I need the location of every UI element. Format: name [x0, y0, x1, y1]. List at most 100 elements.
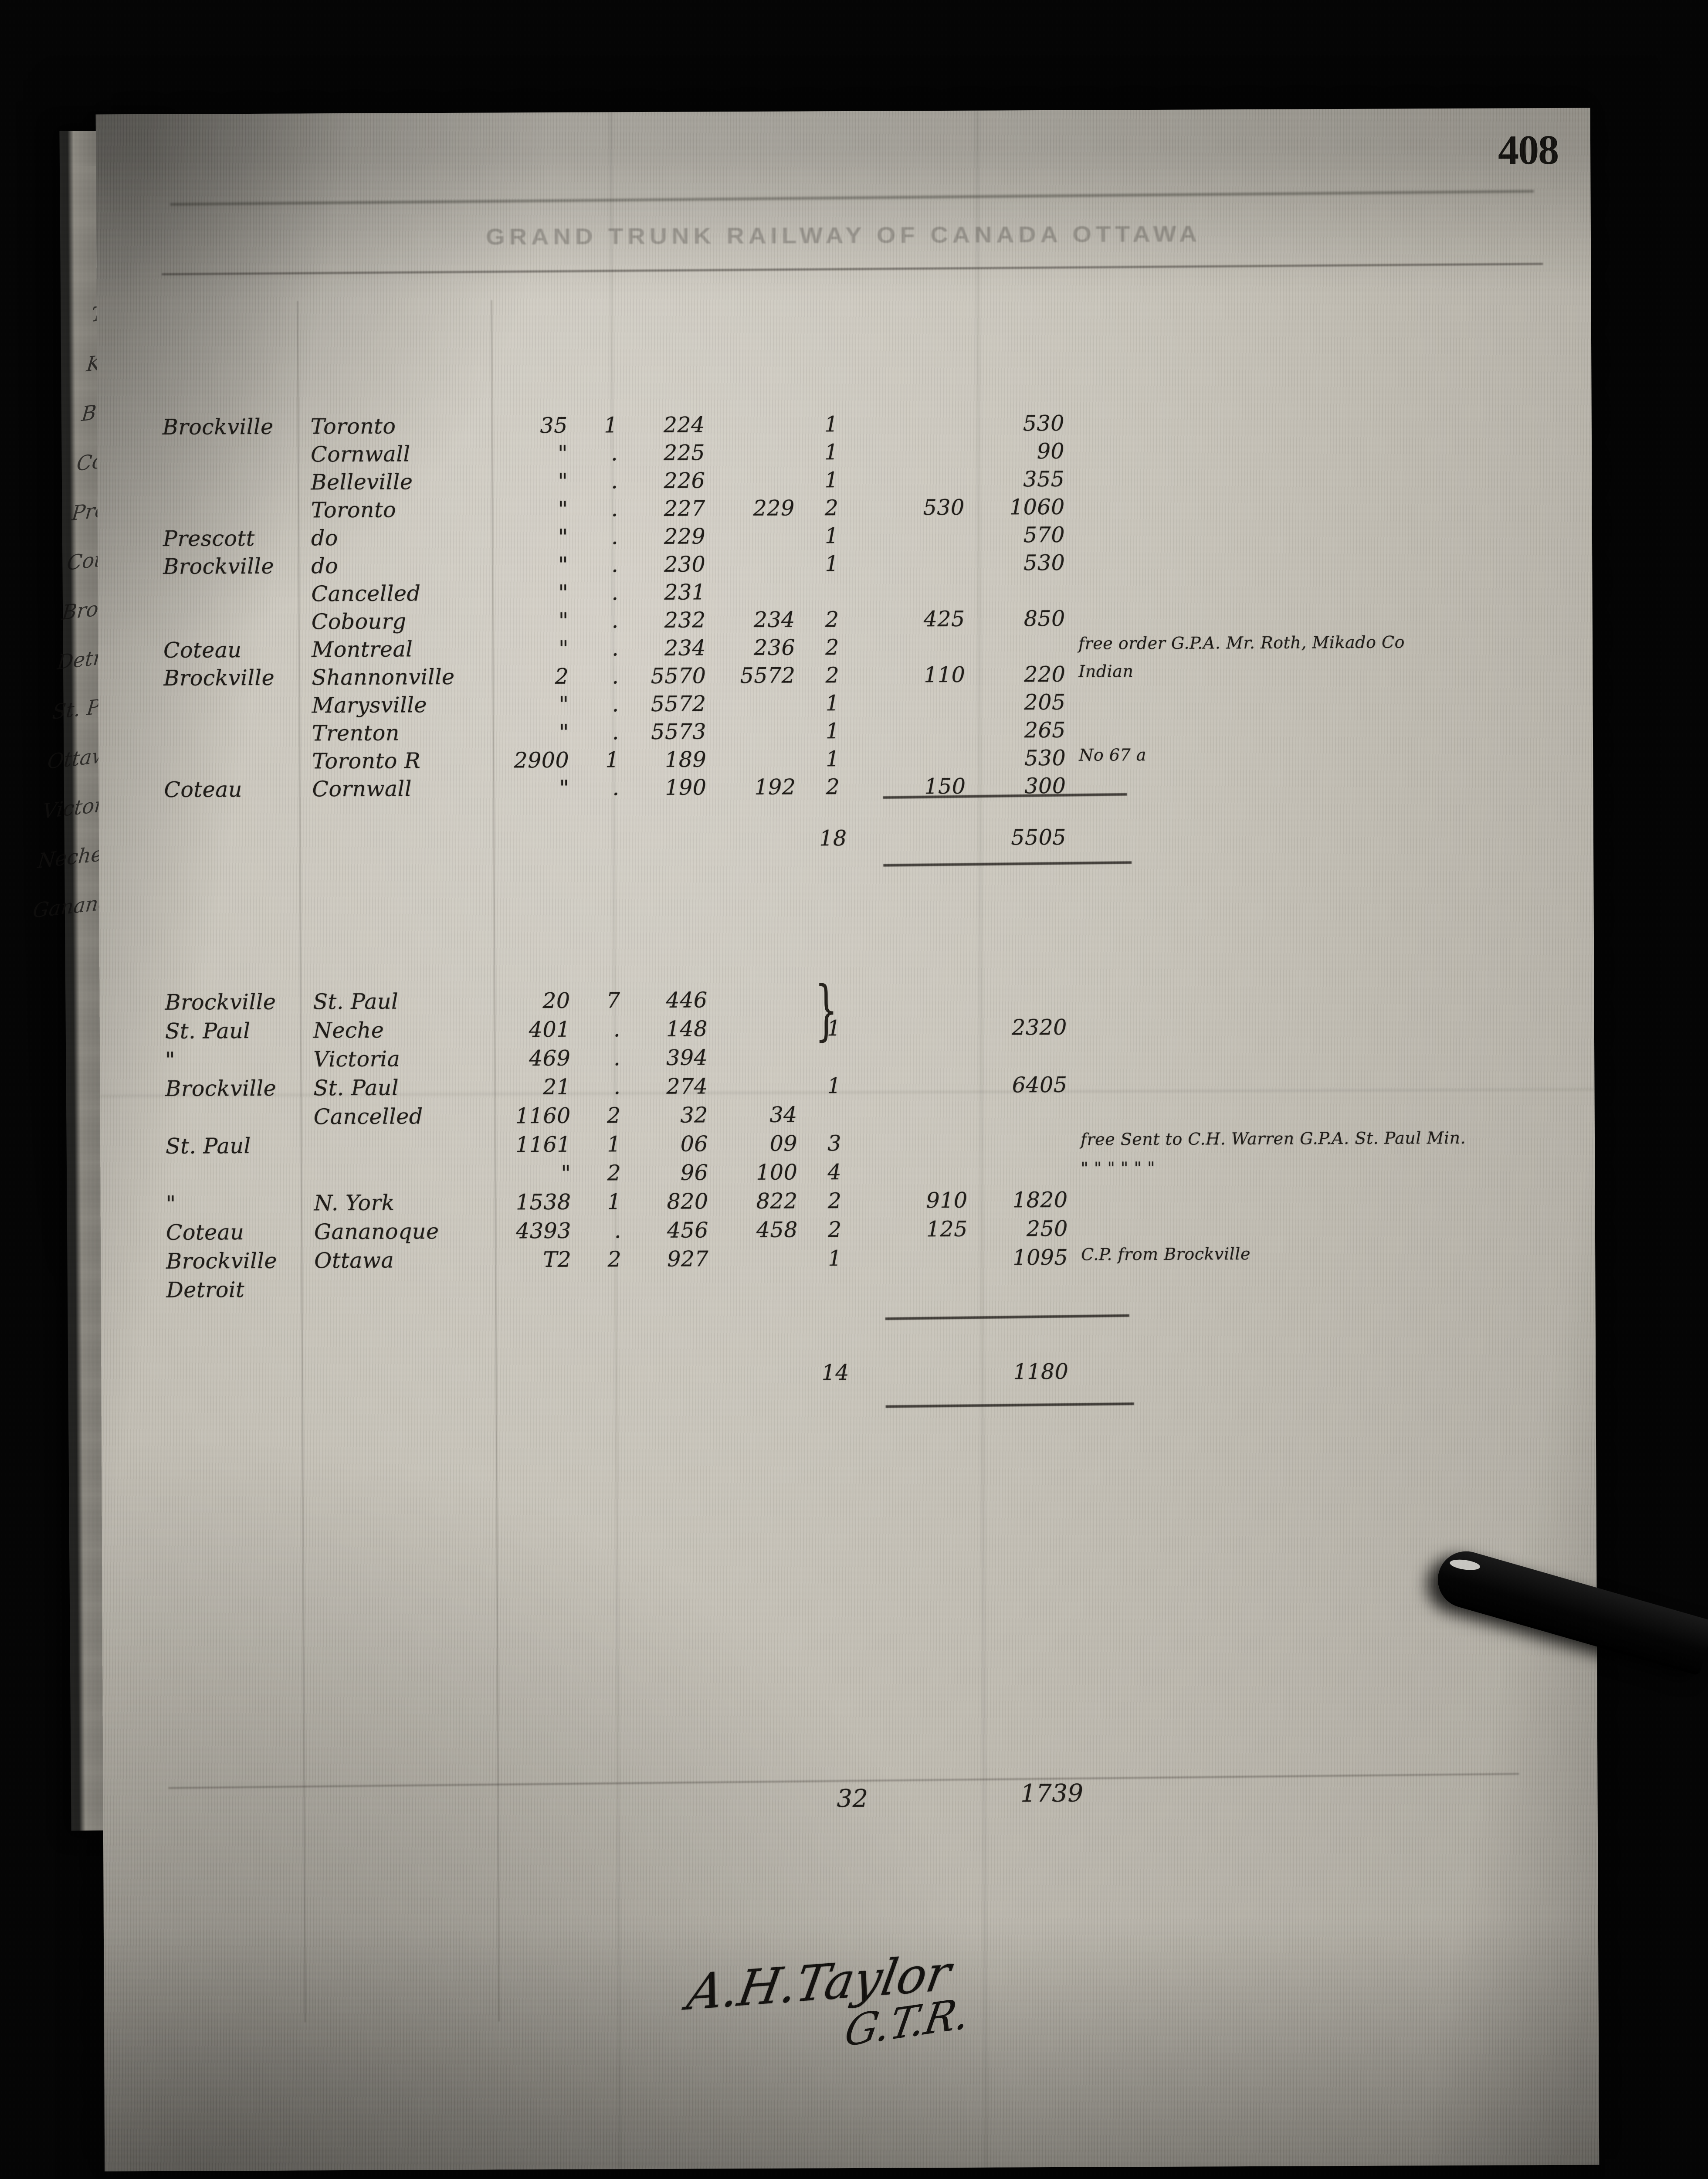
b1-destination: Belleville — [311, 469, 413, 495]
b1-ticket-from: 232 — [664, 608, 706, 633]
block2-total-amount: 1180 — [1013, 1359, 1069, 1385]
b1-number-1: " — [557, 441, 568, 466]
b1-number-1: 2 — [555, 664, 569, 689]
b1-destination: Toronto — [310, 414, 396, 439]
b1-annotation: Indian — [1078, 662, 1134, 681]
block1-total-amount: 5505 — [1011, 825, 1067, 850]
b2-destination: Cancelled — [313, 1104, 423, 1130]
b1-amount: 265 — [1024, 717, 1066, 743]
b1-number-2: . — [612, 664, 619, 689]
b2-number-1: 401 — [529, 1017, 571, 1042]
b1-ticket-from: 234 — [664, 635, 706, 661]
b2-ticket-from: 32 — [680, 1103, 708, 1128]
b1-destination: Trenton — [312, 720, 400, 746]
b1-number-1: 35 — [540, 413, 568, 438]
b2-number-2: 7 — [606, 988, 620, 1013]
b1-number-2: . — [611, 524, 619, 550]
b1-quantity: 1 — [825, 551, 839, 577]
b2-number-2: . — [613, 1074, 621, 1100]
b2-amount: 1095 — [1013, 1245, 1068, 1270]
b1-quantity: 1 — [826, 747, 840, 772]
b1-amount: 530 — [1023, 550, 1065, 576]
b1-ticket-from: 231 — [664, 580, 706, 605]
b1-ticket-to: 192 — [754, 774, 796, 800]
b1-number-1: " — [558, 552, 569, 577]
b1-quantity: 2 — [826, 774, 840, 800]
b2-ticket-from: 927 — [667, 1246, 709, 1272]
b1-number-2: . — [611, 580, 619, 605]
b1-number-2: . — [611, 552, 619, 577]
b1-quantity: 1 — [825, 719, 840, 744]
b2-number-1: 21 — [542, 1074, 571, 1100]
b2-number-1: 469 — [529, 1045, 571, 1071]
b2-rate: 125 — [926, 1216, 968, 1242]
b1-number-1: " — [559, 692, 569, 717]
b1-destination: Toronto — [311, 497, 396, 523]
b1-number-1: " — [558, 608, 569, 633]
b1-destination: do — [311, 553, 339, 579]
b2-number-2: . — [614, 1218, 622, 1243]
b1-origin: Coteau — [163, 638, 242, 663]
table-row: Detroit — [101, 1272, 1595, 1306]
block2-total-rule — [885, 1402, 1134, 1408]
b1-rate: 530 — [923, 495, 965, 520]
b1-ticket-from: 226 — [664, 468, 705, 493]
b1-amount: 530 — [1024, 745, 1066, 771]
b1-amount: 530 — [1023, 411, 1064, 436]
b2-origin: " — [166, 1191, 176, 1216]
b2-destination: N. York — [314, 1190, 395, 1216]
b2-ticket-to: 34 — [769, 1102, 797, 1127]
b2-rate: 910 — [926, 1188, 968, 1213]
grand-total-quantity: 32 — [837, 1784, 868, 1813]
b2-number-2: 1 — [607, 1189, 621, 1215]
b2-number-2: 2 — [607, 1103, 621, 1128]
table-row: Cancelled 1160 2 32 34 — [100, 1099, 1595, 1134]
b1-destination: do — [311, 526, 338, 551]
b2-ticket-from: 96 — [680, 1160, 708, 1185]
b2-origin: Brockville — [165, 989, 276, 1015]
b2-ticket-from: 446 — [666, 988, 708, 1013]
b1-number-2: . — [611, 468, 618, 494]
b1-number-1: " — [559, 775, 569, 801]
b1-rate: 425 — [923, 606, 965, 632]
ledger-sheet: GRAND TRUNK RAILWAY OF CANADA OTTAWA 408… — [95, 108, 1600, 2172]
b1-quantity: 2 — [825, 607, 839, 632]
b2-number-2: . — [613, 1017, 621, 1042]
b2-ticket-from: 274 — [666, 1074, 708, 1099]
b2-annotation: C.P. from Brockville — [1081, 1244, 1250, 1264]
table-row: Brockville Ottawa T2 2 927 1 1095 C.P. from Bro… — [101, 1243, 1595, 1277]
b1-number-1: 2900 — [514, 747, 569, 773]
grand-total-amount: 1739 — [1020, 1779, 1084, 1808]
row-group-brace: } — [814, 972, 838, 1049]
b1-destination: Cornwall — [311, 441, 410, 467]
b2-ticket-from: 394 — [666, 1045, 708, 1070]
b1-amount: 220 — [1024, 662, 1066, 687]
b1-ticket-from: 189 — [665, 747, 707, 772]
b1-amount: 90 — [1037, 438, 1065, 464]
b1-destination: Cancelled — [311, 581, 421, 607]
b1-amount: 850 — [1023, 606, 1065, 631]
b2-ticket-to: 822 — [756, 1188, 798, 1214]
b2-origin: Brockville — [165, 1076, 277, 1101]
block1-total-quantity: 18 — [819, 825, 847, 851]
b1-number-2: . — [611, 636, 619, 661]
b1-number-1: " — [558, 468, 568, 494]
b2-quantity: 3 — [827, 1131, 842, 1156]
b1-origin: Brockville — [163, 553, 274, 579]
table-row: St. Paul 1161 1 06 09 3 free Sent to C.H. Warr… — [100, 1128, 1595, 1162]
table-row: " N. York 1538 1 820 822 2 910 1820 — [101, 1185, 1595, 1220]
b1-quantity: 1 — [824, 468, 839, 493]
b1-origin: Brockville — [163, 665, 275, 691]
b2-amount: 2320 — [1012, 1015, 1068, 1040]
b1-number-2: . — [612, 720, 620, 745]
b2-number-2: 1 — [607, 1132, 621, 1157]
b2-number-1: 1538 — [515, 1189, 571, 1215]
b1-ticket-from: 224 — [663, 412, 705, 438]
b1-number-1: " — [559, 720, 569, 745]
b2-quantity: 2 — [827, 1217, 842, 1242]
b2-ticket-from: 456 — [667, 1218, 709, 1243]
b2-annotation: free Sent to C.H. Warren G.P.A. St. Paul… — [1080, 1128, 1466, 1149]
table-row: Brockville St. Paul 21. 274 1 6405 — [100, 1070, 1594, 1105]
b1-ticket-to: 5572 — [740, 663, 796, 689]
